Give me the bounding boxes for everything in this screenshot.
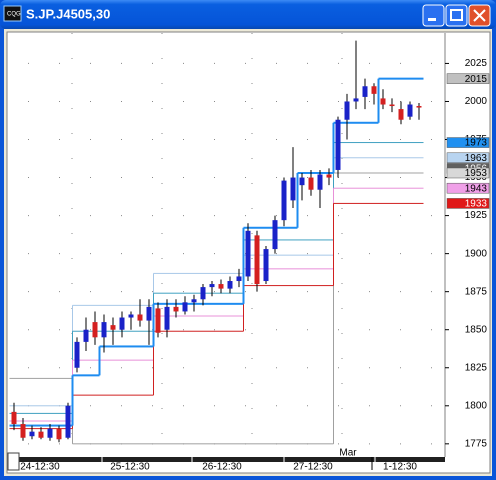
- price-label-box: [446, 137, 490, 148]
- candle-body: [20, 424, 26, 438]
- minimize-button[interactable]: [422, 4, 445, 27]
- close-button[interactable]: [468, 4, 491, 27]
- candle-body: [317, 174, 323, 190]
- y-tick-label: 2025: [465, 58, 488, 69]
- price-label-box: [446, 152, 490, 164]
- candle-body: [236, 276, 242, 282]
- candle-body: [245, 230, 251, 277]
- price-label: 1963: [465, 153, 488, 164]
- candle-body: [371, 86, 377, 94]
- x-tick-label: 26-12:30: [202, 462, 242, 473]
- y-tick-label: 1800: [465, 400, 488, 411]
- candle-body: [218, 284, 224, 289]
- candle-body: [362, 86, 368, 97]
- candle-body: [335, 119, 341, 170]
- maximize-button[interactable]: [445, 4, 468, 27]
- price-label-box: [446, 73, 490, 84]
- candle-body: [272, 220, 278, 250]
- candle-body: [353, 98, 359, 102]
- title-bar: [0, 0, 496, 29]
- candle-body: [281, 180, 287, 221]
- y-tick-label: 1900: [465, 248, 488, 259]
- candle-body: [398, 109, 404, 120]
- candle-body: [65, 405, 71, 438]
- candle-body: [299, 177, 305, 186]
- candle-body: [416, 106, 422, 108]
- candle-body: [47, 428, 53, 438]
- price-label: 1943: [465, 183, 488, 194]
- y-tick-label: 2000: [465, 96, 488, 107]
- candle-body: [173, 306, 179, 312]
- candle-body: [182, 302, 188, 312]
- candle-body: [110, 325, 116, 330]
- price-label-box: [446, 167, 490, 179]
- candle-body: [407, 104, 413, 117]
- candle-body: [326, 174, 332, 178]
- price-label-box: [446, 182, 490, 194]
- candle-body: [119, 317, 125, 330]
- candle-body: [74, 341, 80, 368]
- window-title: S.JP.J4505,30: [26, 6, 110, 21]
- candle-body: [380, 98, 386, 105]
- candle-body: [101, 322, 107, 338]
- candle-body: [200, 287, 206, 300]
- price-label: 1953: [465, 168, 488, 179]
- candle-body: [128, 314, 134, 318]
- candle-body: [344, 101, 350, 120]
- time-axis-bar: [8, 457, 445, 462]
- candle-body: [137, 314, 143, 321]
- candle-body: [29, 431, 35, 437]
- y-tick-label: 1850: [465, 324, 488, 335]
- y-tick-label: 1875: [465, 286, 488, 297]
- candle-body: [83, 329, 89, 342]
- annotation: Mar: [339, 448, 357, 459]
- y-tick-label: 1825: [465, 362, 488, 373]
- x-tick-label: 1-12:30: [383, 462, 417, 473]
- x-tick-label: 27-12:30: [293, 462, 333, 473]
- candle-body: [308, 177, 314, 190]
- x-tick-label: 24-12:30: [20, 462, 60, 473]
- candle-body: [209, 284, 215, 288]
- candle-body: [92, 322, 98, 338]
- icon-glyph: CQG: [7, 12, 21, 18]
- candle-body: [290, 177, 296, 201]
- candle-body: [56, 428, 62, 440]
- candle-body: [146, 306, 152, 321]
- price-label: 2015: [465, 74, 488, 85]
- y-tick-label: 1925: [465, 210, 488, 221]
- candle-body: [254, 235, 260, 285]
- candle-body: [191, 299, 197, 303]
- candle-body: [38, 431, 44, 438]
- x-tick-label: 25-12:30: [110, 462, 150, 473]
- candle-body: [389, 104, 395, 107]
- y-tick-label: 1775: [465, 438, 488, 449]
- candle-body: [263, 249, 269, 282]
- price-label-box: [446, 198, 490, 209]
- price-label: 1973: [465, 138, 488, 149]
- candle-body: [11, 411, 17, 425]
- app-icon: [3, 5, 22, 22]
- candle-body: [164, 306, 170, 330]
- candle-body: [155, 308, 161, 333]
- price-label: 1933: [465, 199, 488, 210]
- scroll-box[interactable]: [7, 452, 20, 471]
- candle-body: [227, 281, 233, 289]
